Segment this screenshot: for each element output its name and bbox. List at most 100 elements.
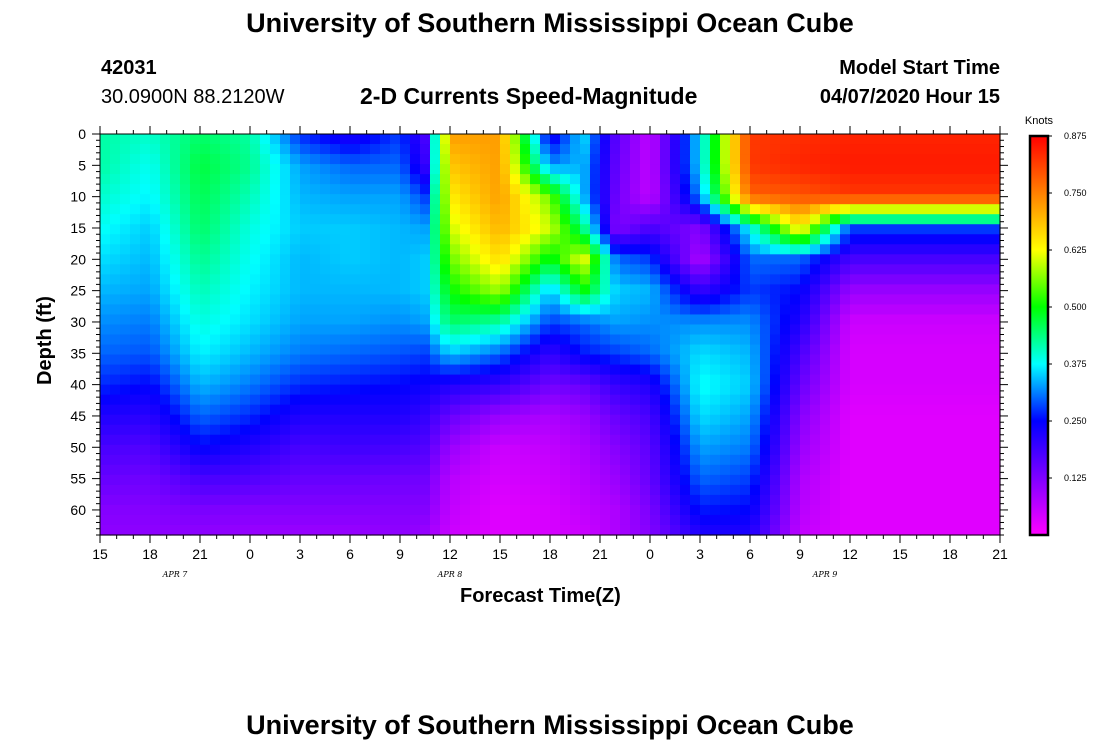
heat-cell [280,404,291,416]
heat-cell [180,444,191,456]
heat-cell [180,184,191,195]
heat-cell [990,244,1001,255]
heat-cell [240,454,251,466]
heat-cell [880,304,891,316]
heat-cell [470,364,481,376]
heat-cell [150,164,161,175]
heat-cell [170,134,181,145]
heat-cell [800,154,811,165]
heat-cell [390,454,401,466]
heat-cell [550,134,561,145]
heat-cell [350,354,361,366]
heat-cell [770,384,781,396]
heat-cell [230,154,241,165]
heat-cell [400,434,411,446]
heat-cell [360,134,371,145]
heat-cell [370,444,381,456]
heat-cell [170,414,181,426]
heat-cell [550,224,561,235]
heat-cell [110,184,121,195]
heat-cell [370,274,381,285]
heat-cell [560,504,571,516]
heat-cell [570,424,581,436]
heat-cell [230,284,241,296]
heat-cell [970,434,981,446]
heat-cell [140,254,151,265]
heat-cell [190,284,201,296]
heat-cell [950,364,961,376]
heat-cell [960,484,971,496]
heat-cell [200,194,211,205]
heat-cell [130,494,141,506]
heat-cell [280,134,291,145]
heat-cell [360,434,371,446]
heat-cell [910,174,921,185]
heat-cell [400,184,411,195]
heat-cell [410,504,421,516]
heat-cell [330,334,341,346]
heat-cell [230,144,241,155]
heat-cell [390,234,401,245]
heat-cell [190,484,201,496]
heat-cell [420,274,431,285]
heat-cell [900,334,911,346]
heat-cell [370,174,381,185]
heat-cell [360,524,371,536]
heat-cell [640,184,651,195]
heat-cell [150,434,161,446]
heat-cell [540,514,551,526]
heat-cell [940,224,951,235]
heat-cell [390,204,401,215]
heat-cell [920,254,931,265]
heat-cell [880,514,891,526]
heat-cell [490,484,501,496]
heat-cell [470,244,481,255]
heat-cell [230,294,241,306]
heat-cell [450,334,461,346]
heat-cell [650,254,661,265]
heat-cell [470,324,481,336]
heat-cell [400,274,411,285]
heat-cell [400,294,411,306]
heat-cell [770,474,781,486]
heat-cell [780,394,791,406]
heat-cell [320,514,331,526]
heat-cell [640,354,651,366]
heat-cell [960,454,971,466]
heat-cell [260,304,271,316]
heat-cell [320,384,331,396]
heat-cell [600,184,611,195]
heat-cell [210,224,221,235]
heat-cell [770,224,781,235]
heat-cell [620,434,631,446]
heat-cell [510,394,521,406]
heat-cell [710,414,721,426]
heat-cell [810,394,821,406]
heat-cell [170,464,181,476]
heat-cell [470,224,481,235]
heat-cell [590,494,601,506]
heat-cell [870,394,881,406]
heat-cell [470,434,481,446]
heat-cell [790,224,801,235]
heat-cell [120,364,131,376]
heat-cell [290,474,301,486]
heat-cell [620,224,631,235]
heat-cell [450,304,461,316]
heat-cell [250,274,261,285]
heat-cell [140,484,151,496]
heat-cell [560,224,571,235]
heat-cell [740,354,751,366]
heat-cell [600,134,611,145]
heat-cell [210,504,221,516]
heat-cell [300,254,311,265]
heat-cell [970,334,981,346]
heat-cell [880,294,891,306]
heat-cell [550,524,561,536]
heat-cell [960,394,971,406]
heat-cell [220,464,231,476]
heat-cell [980,224,991,235]
heat-cell [940,414,951,426]
heat-cell [680,284,691,296]
heat-cell [770,364,781,376]
